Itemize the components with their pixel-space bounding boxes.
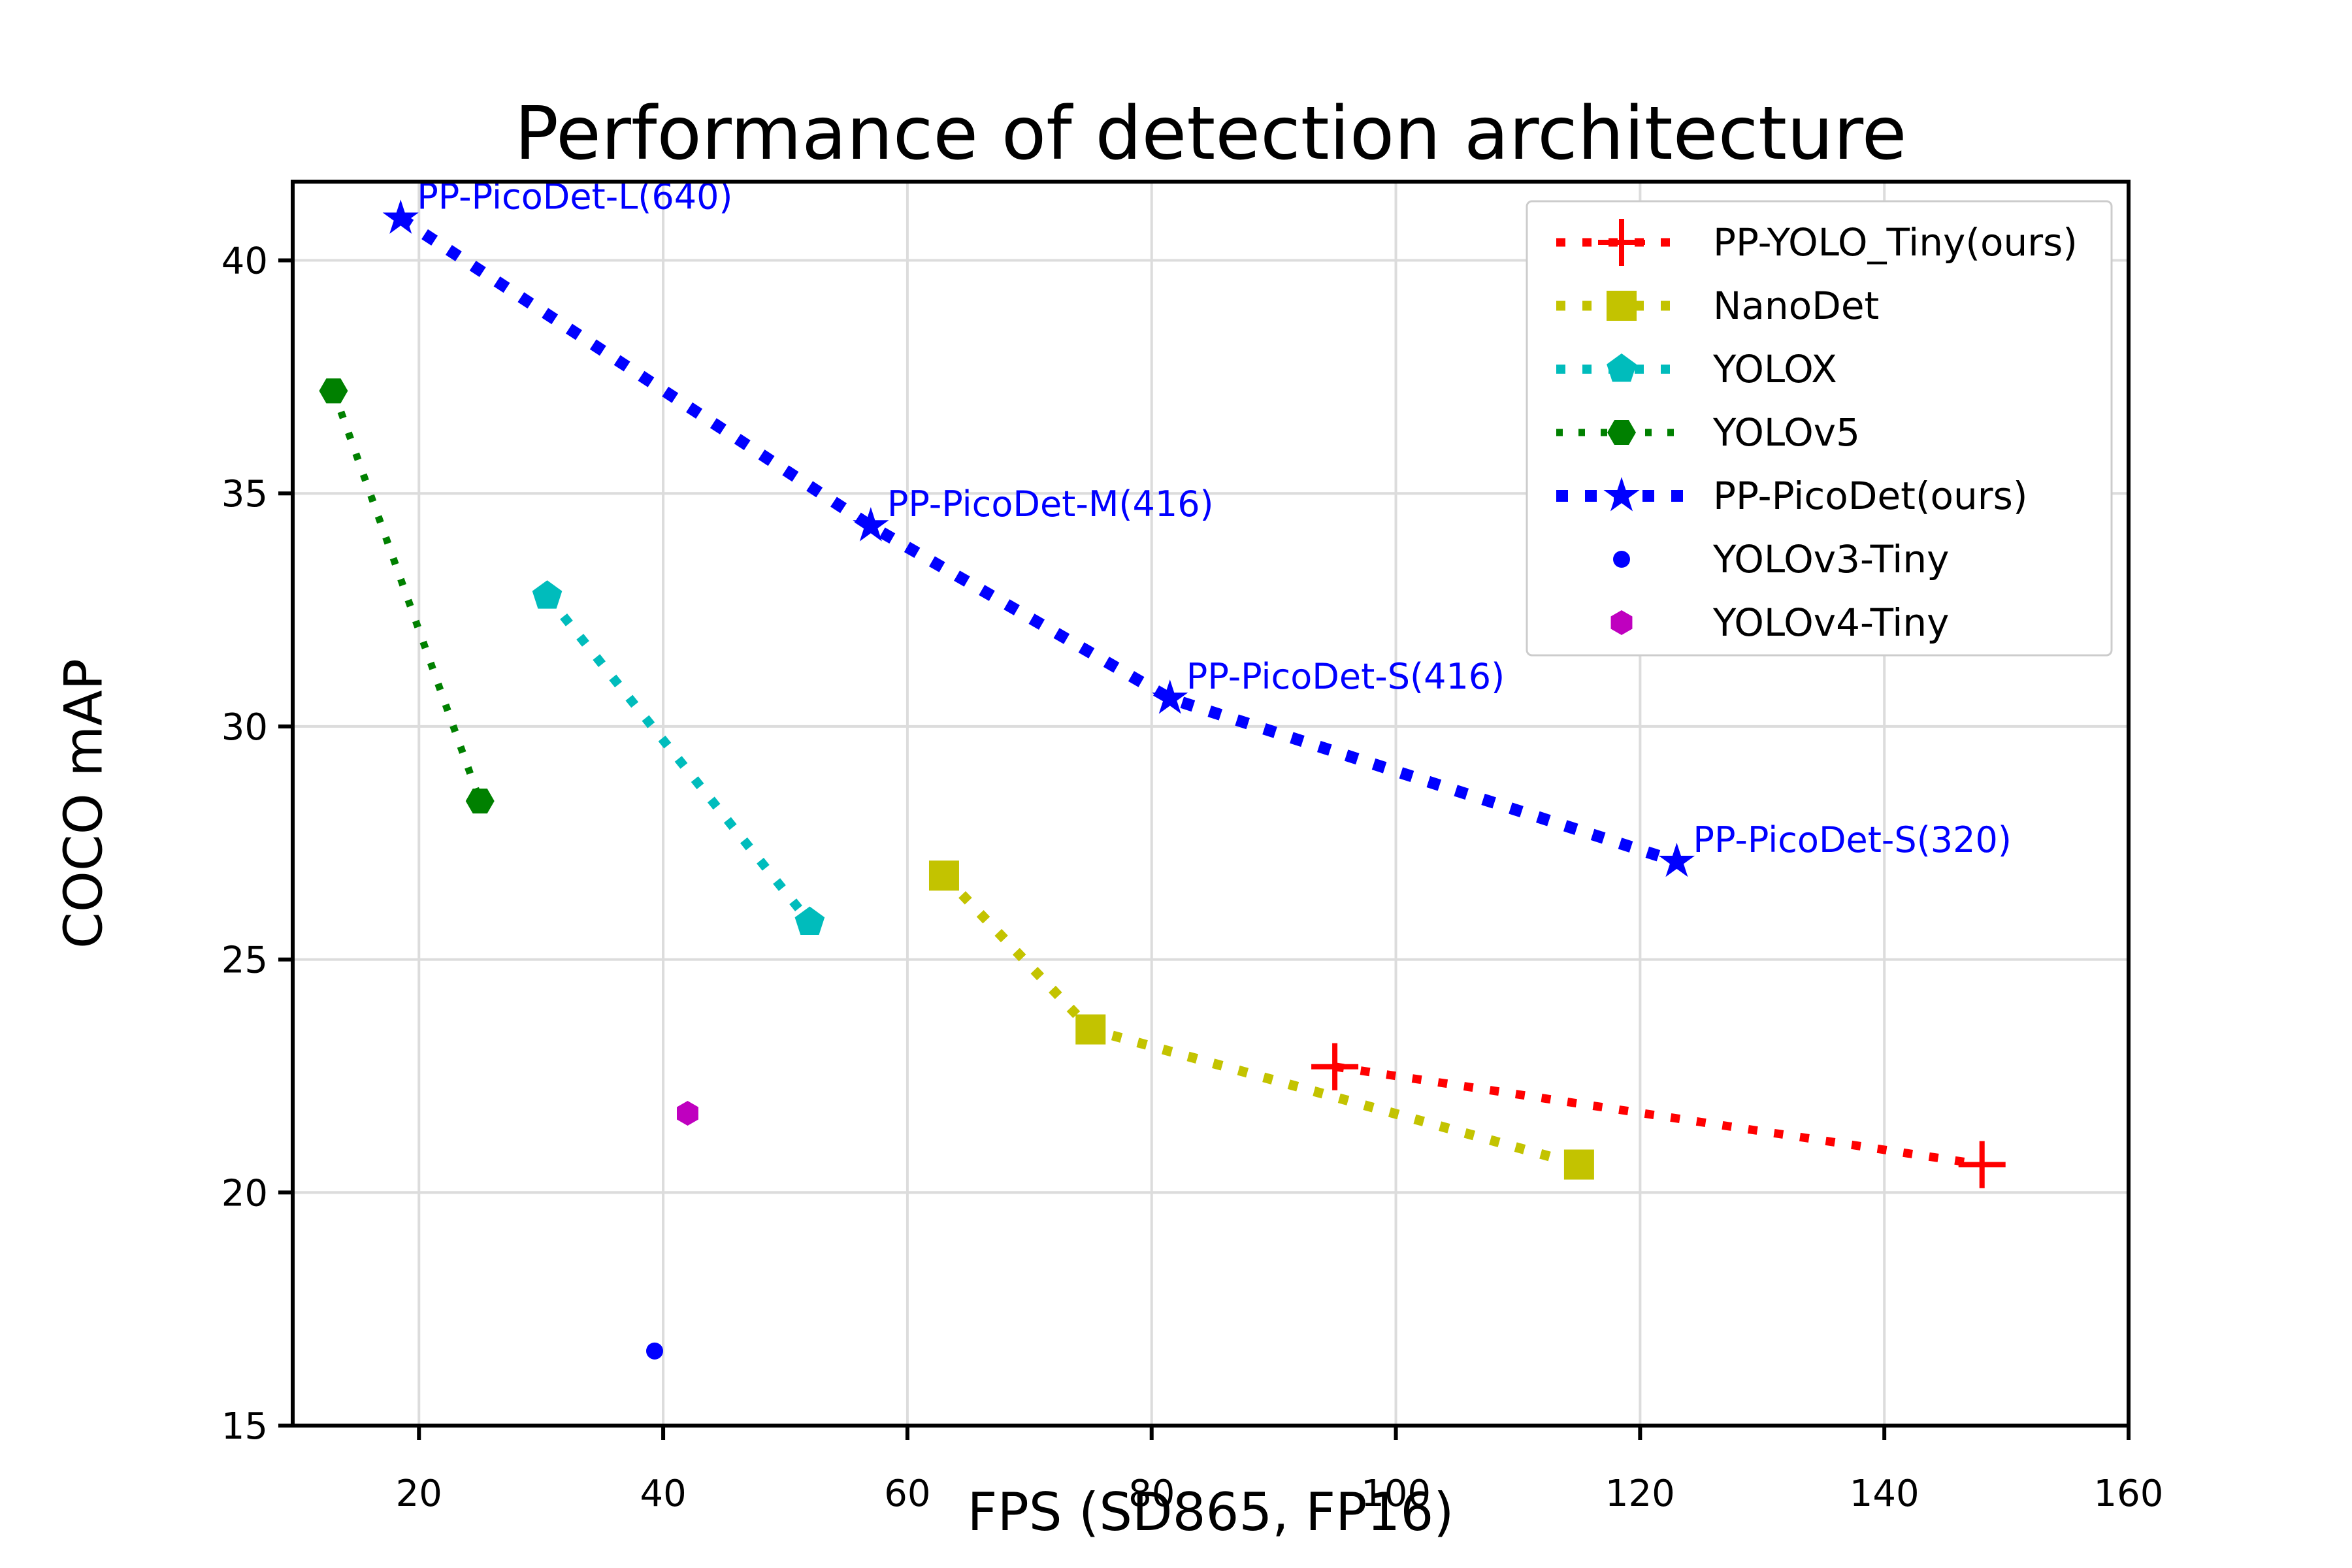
legend-label-YOLOX: YOLOX [1712, 347, 1837, 391]
y-tick-label-40: 40 [221, 240, 268, 283]
legend-marker-PP-PicoDet(ours) [1603, 477, 1640, 512]
y-tick-label-15: 15 [221, 1405, 268, 1448]
x-axis-label: FPS (SD865, FP16) [967, 1482, 1454, 1543]
x-tick-label-60: 60 [884, 1473, 930, 1515]
legend-marker-YOLOX [1607, 353, 1637, 382]
legend-label-NanoDet: NanoDet [1713, 284, 1879, 328]
legend-label-YOLOv4-Tiny: YOLOv4-Tiny [1712, 600, 1949, 645]
legend-label-PP-PicoDet(ours): PP-PicoDet(ours) [1713, 474, 2027, 518]
legend-marker-YOLOv3-Tiny [1613, 551, 1630, 568]
annotation-PP-PicoDet-S(416): PP-PicoDet-S(416) [1186, 656, 1505, 697]
series-line-YOLOv5 [330, 389, 483, 802]
series-marker-YOLOX [532, 580, 563, 609]
series-marker-NanoDet [1563, 1149, 1594, 1180]
annotation-PP-PicoDet-S(320): PP-PicoDet-S(320) [1693, 819, 2011, 860]
series-marker-PP-YOLO_Tiny(ours) [1958, 1141, 2006, 1188]
series-marker-PP-PicoDet(ours) [382, 199, 419, 234]
series-marker-PP-PicoDet(ours) [1152, 679, 1188, 714]
x-tick-label-160: 160 [2094, 1473, 2164, 1515]
series-marker-YOLOv5 [465, 789, 495, 814]
legend-box [1526, 200, 2113, 657]
legend-marker-PP-YOLO_Tiny(ours) [1598, 219, 1645, 266]
series-line-PP-PicoDet(ours) [397, 213, 1679, 868]
series-marker-PP-PicoDet(ours) [1658, 842, 1695, 877]
series-line-YOLOX [544, 593, 813, 925]
x-tick-label-20: 20 [396, 1473, 442, 1515]
series-marker-PP-PicoDet(ours) [853, 507, 889, 542]
x-tick-label-40: 40 [640, 1473, 686, 1515]
x-tick-label-120: 120 [1605, 1473, 1675, 1515]
series-line-PP-YOLO_Tiny(ours) [1334, 1062, 1983, 1169]
x-tick-label-140: 140 [1850, 1473, 1919, 1515]
series-marker-NanoDet [928, 860, 959, 891]
axes-spines [291, 180, 2131, 1428]
series-marker-YOLOX [794, 906, 825, 935]
legend-marker-YOLOv5 [1607, 419, 1636, 446]
legend-label-PP-YOLO_Tiny(ours): PP-YOLO_Tiny(ours) [1713, 220, 2078, 265]
series-marker-PP-YOLO_Tiny(ours) [1311, 1043, 1359, 1090]
series-marker-YOLOv5 [319, 378, 348, 404]
x-tick-label-100: 100 [1361, 1473, 1431, 1515]
legend-marker-NanoDet [1607, 291, 1637, 321]
legend-label-YOLOv5: YOLOv5 [1712, 410, 1860, 455]
series-marker-YOLOv3-Tiny [646, 1342, 664, 1360]
y-tick-label-30: 30 [221, 706, 268, 749]
y-tick-label-20: 20 [221, 1172, 268, 1215]
y-tick-label-35: 35 [221, 473, 268, 515]
annotation-PP-PicoDet-M(416): PP-PicoDet-M(416) [887, 483, 1214, 525]
legend-marker-YOLOv4-Tiny [1610, 610, 1633, 635]
series-line-NanoDet [940, 872, 1580, 1169]
x-tick-label-80: 80 [1128, 1473, 1175, 1515]
legend-label-YOLOv3-Tiny: YOLOv3-Tiny [1712, 537, 1949, 581]
series-marker-YOLOv4-Tiny [677, 1101, 698, 1126]
chart-title: Performance of detection architecture [514, 91, 1907, 176]
series-marker-NanoDet [1075, 1014, 1106, 1045]
y-tick-label-25: 25 [221, 939, 268, 982]
